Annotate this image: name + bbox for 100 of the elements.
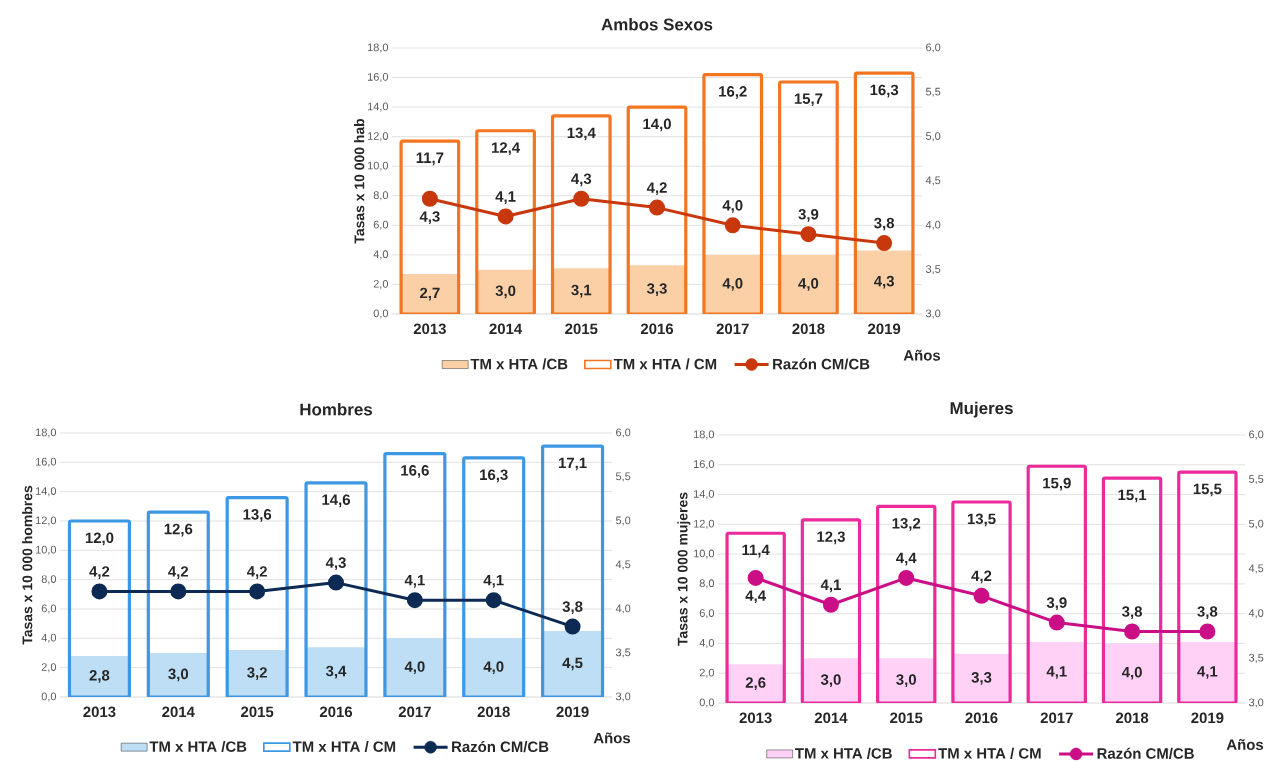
y2-tick-label: 5,0 (1248, 519, 1264, 529)
point (170, 583, 187, 600)
data-label: 4,4 (896, 552, 917, 566)
legend-label: Razón CM/CB (1097, 747, 1194, 759)
data-label: 17,1 (558, 457, 587, 471)
data-label: 3,3 (646, 283, 667, 296)
legend-label: Razón CM/CB (452, 740, 549, 753)
x-tick-label: 2013 (739, 712, 772, 724)
x-tick-label: 2014 (489, 323, 523, 335)
x-tick-label: 2018 (477, 706, 510, 718)
y-tick-label: 0,0 (373, 309, 389, 319)
legend-label: TM x HTA /CB (795, 747, 892, 759)
data-label: 3,0 (820, 674, 841, 688)
data-label: 16,2 (719, 86, 747, 99)
legend-label: TM x HTA / CM (938, 747, 1041, 759)
y-tick-label: 14,0 (35, 487, 57, 497)
y-tick-label: 16,0 (693, 460, 715, 470)
data-label: 12,3 (817, 531, 845, 545)
bar (384, 638, 445, 697)
y-tick-label: 18,0 (693, 430, 715, 440)
data-label: 3,8 (562, 601, 583, 615)
data-label: 11,7 (416, 152, 444, 166)
data-label: 3,8 (874, 217, 895, 231)
y-tick-label: 12,0 (35, 516, 57, 526)
y-tick-label: 18,0 (35, 428, 57, 438)
x-tick-label: 2018 (1115, 712, 1149, 724)
x-tick-label: 2016 (965, 712, 998, 724)
data-label: 4,1 (483, 575, 504, 588)
data-label: 15,9 (1043, 477, 1071, 491)
y-tick-label: 8,0 (373, 191, 389, 201)
point (747, 569, 764, 586)
point (497, 208, 514, 225)
data-label: 4,0 (722, 278, 743, 291)
data-label: 4,1 (495, 191, 516, 204)
point (649, 199, 666, 216)
y2-tick-label: 5,5 (615, 472, 631, 482)
data-label: 4,0 (1121, 666, 1142, 680)
y2-tick-label: 4,5 (925, 176, 941, 186)
data-label: 4,3 (873, 275, 894, 289)
data-label: 3,3 (971, 672, 992, 685)
y-tick-label: 16,0 (367, 73, 389, 83)
y2-tick-label: 3,0 (925, 309, 941, 319)
y2-tick-label: 3,0 (1248, 698, 1264, 708)
data-label: 3,0 (896, 674, 916, 688)
x-axis-title: Años (593, 732, 631, 744)
y-tick-label: 6,0 (373, 220, 389, 230)
data-label: 2,8 (89, 670, 110, 683)
y2-tick-label: 3,5 (925, 265, 941, 275)
data-label: 15,1 (1118, 489, 1147, 503)
x-tick-label: 2014 (162, 706, 195, 718)
data-label: 15,5 (1193, 483, 1222, 497)
y2-tick-label: 4,0 (1248, 609, 1264, 619)
y2-tick-label: 6,0 (1249, 430, 1264, 440)
y2-tick-label: 5,0 (925, 132, 941, 142)
data-label: 3,9 (798, 208, 819, 222)
y2-tick-label: 3,5 (1248, 653, 1264, 663)
data-label: 4,0 (483, 661, 504, 675)
y2-tick-label: 5,5 (1248, 475, 1264, 485)
point (421, 190, 438, 207)
x-tick-label: 2016 (640, 323, 674, 335)
data-label: 15,7 (794, 93, 823, 107)
chart-title: Ambos Sexos (601, 18, 713, 31)
data-label: 4,1 (820, 579, 841, 593)
point (724, 217, 741, 234)
data-label: 2,6 (745, 677, 766, 691)
chart-title: Mujeres (950, 401, 1013, 418)
y-tick-label: 18,0 (367, 43, 389, 53)
point (1048, 614, 1065, 631)
y-tick-label: 2,0 (699, 668, 715, 678)
data-label: 13,5 (967, 513, 996, 527)
y-tick-label: 8,0 (41, 575, 57, 585)
bar (463, 638, 524, 697)
data-label: 3,2 (247, 667, 267, 680)
x-tick-label: 2013 (83, 706, 116, 718)
data-label: 4,0 (722, 200, 743, 213)
point (564, 618, 581, 635)
data-label: 3,4 (325, 665, 347, 679)
data-label: 4,2 (646, 182, 667, 196)
chart-title: Hombres (300, 403, 372, 416)
y-tick-label: 4,0 (373, 250, 389, 260)
point (822, 596, 839, 613)
x-tick-label: 2019 (868, 323, 901, 335)
y2-tick-label: 4,5 (615, 560, 631, 570)
data-label: 4,3 (325, 557, 346, 571)
data-label: 4,4 (745, 590, 766, 604)
data-label: 16,3 (870, 84, 899, 98)
point (1199, 623, 1216, 640)
y2-tick-label: 3,0 (615, 692, 631, 702)
point (1124, 623, 1141, 640)
y-tick-label: 0,0 (41, 692, 57, 702)
x-tick-label: 2015 (565, 323, 598, 335)
data-label: 3,9 (1046, 597, 1067, 611)
x-tick-label: 2018 (792, 323, 825, 335)
y-tick-label: 10,0 (693, 549, 715, 559)
y-tick-label: 14,0 (693, 490, 715, 500)
point (973, 587, 990, 604)
point (573, 190, 590, 207)
y-tick-label: 16,0 (35, 457, 57, 467)
y-tick-label: 0,0 (699, 698, 715, 708)
data-label: 13,2 (892, 517, 921, 531)
